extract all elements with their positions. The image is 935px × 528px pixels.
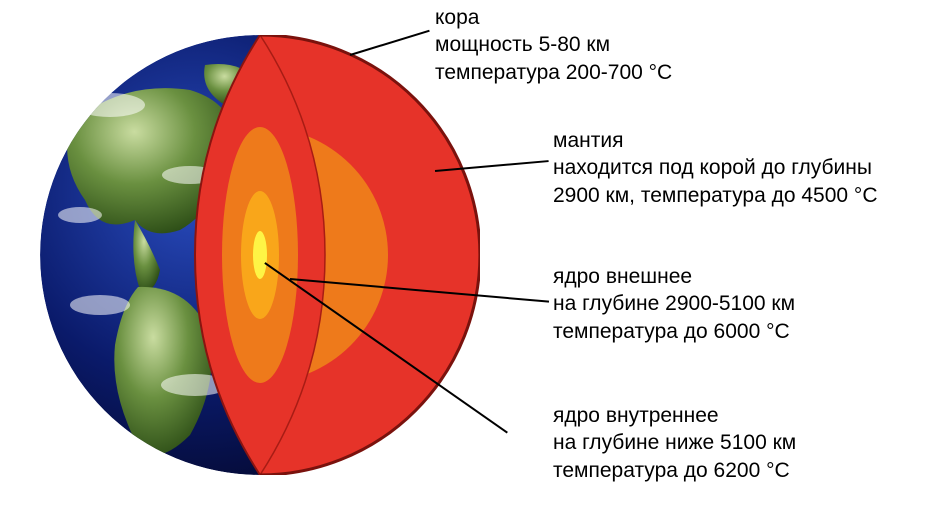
label-crust: кора мощность 5-80 км температура 200-70…	[435, 4, 672, 86]
inner-core-title: ядро внутреннее	[553, 402, 796, 429]
outer-core-title: ядро внешнее	[553, 263, 795, 290]
label-outer-core: ядро внешнее на глубине 2900-5100 км тем…	[553, 263, 795, 345]
label-inner-core: ядро внутреннее на глубине ниже 5100 км …	[553, 402, 796, 484]
label-mantle: мантия находится под корой до глубины 29…	[553, 127, 878, 209]
mantle-temp: 2900 км, температура до 4500 °С	[553, 182, 878, 209]
crust-temp: температура 200-700 °С	[435, 59, 672, 86]
outer-core-depth: на глубине 2900-5100 км	[553, 290, 795, 317]
mantle-depth: находится под корой до глубины	[553, 154, 878, 181]
outer-core-temp: температура до 6000 °С	[553, 318, 795, 345]
mantle-title: мантия	[553, 127, 878, 154]
inner-core-temp: температура до 6200 °С	[553, 457, 796, 484]
crust-thickness: мощность 5-80 км	[435, 31, 672, 58]
inner-core-depth: на глубине ниже 5100 км	[553, 429, 796, 456]
earth-cutaway-diagram	[40, 35, 480, 475]
crust-title: кора	[435, 4, 672, 31]
